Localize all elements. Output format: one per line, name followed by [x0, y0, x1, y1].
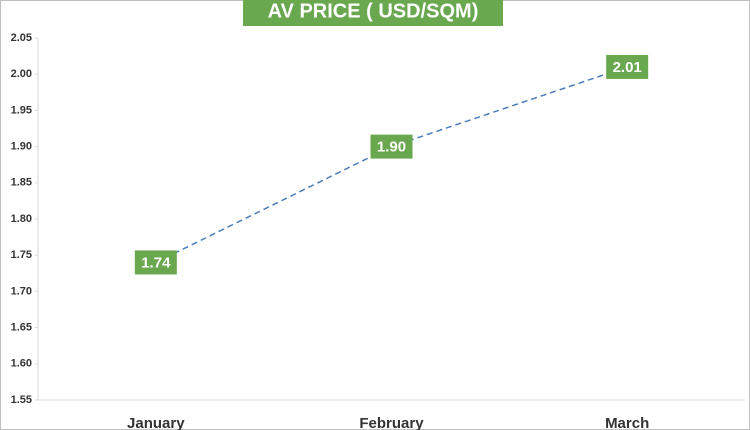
x-tick-label: March	[605, 415, 649, 430]
chart-title: AV PRICE ( USD/SQM)	[268, 0, 479, 22]
y-tick-label: 1.90	[11, 141, 32, 153]
data-label: 1.74	[141, 254, 171, 271]
x-tick-label: February	[359, 415, 424, 430]
data-label-box	[370, 134, 413, 159]
y-tick-label: 1.65	[11, 322, 32, 334]
y-tick-label: 1.95	[11, 104, 32, 116]
data-label: 1.90	[377, 139, 406, 156]
y-tick-label: 1.75	[11, 249, 32, 261]
data-label: 2.01	[613, 59, 642, 76]
y-tick-label: 2.05	[11, 32, 32, 44]
data-label-box	[606, 54, 649, 79]
y-tick-label: 1.80	[11, 213, 32, 225]
y-tick-label: 2.00	[11, 68, 32, 80]
y-tick-label: 1.70	[11, 285, 32, 297]
data-label-box	[134, 250, 177, 275]
title-box	[243, 0, 503, 26]
y-tick-label: 1.60	[11, 358, 32, 370]
y-tick-label: 1.85	[11, 177, 32, 189]
y-tick-label: 1.55	[11, 394, 32, 406]
x-tick-label: January	[127, 415, 185, 430]
